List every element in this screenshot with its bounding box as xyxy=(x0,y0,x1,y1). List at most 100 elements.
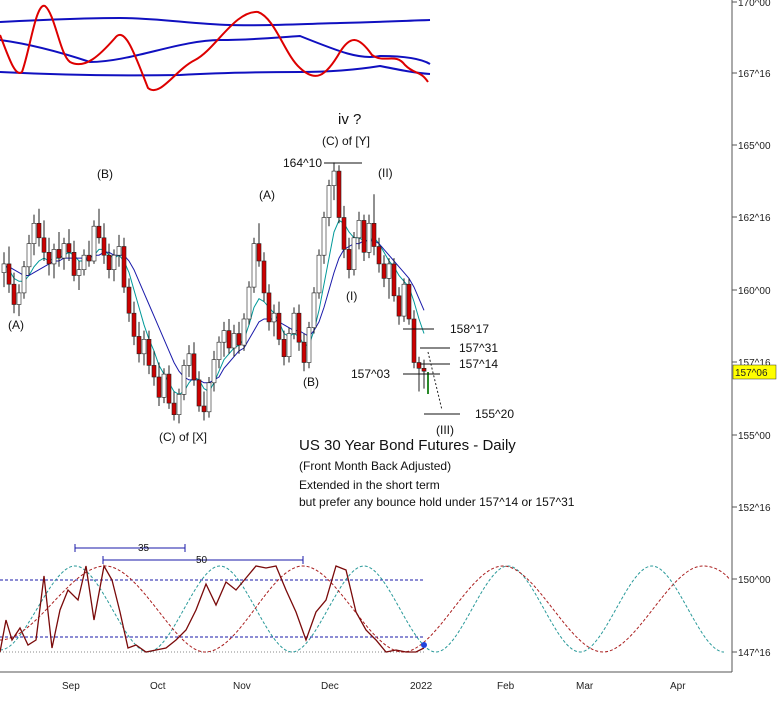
candle-body xyxy=(316,254,322,294)
candle-body xyxy=(391,263,397,297)
price-tick-label: 162^16 xyxy=(738,213,771,224)
price-level-markers: 164^10 158^17 157^31 157^14 157^03 155^2… xyxy=(283,156,514,421)
candle-body xyxy=(326,185,332,218)
candle-body xyxy=(156,376,162,398)
candle-body xyxy=(416,362,422,369)
candle-body xyxy=(231,333,237,349)
level-label: 155^20 xyxy=(475,407,514,421)
time-tick-label: Mar xyxy=(576,681,594,692)
candle-body xyxy=(396,295,402,317)
cycle-35-wave xyxy=(0,565,725,653)
time-tick-label: Feb xyxy=(497,681,515,692)
candle-body xyxy=(321,217,327,256)
candle-body xyxy=(86,254,92,262)
candle-body xyxy=(296,312,302,343)
candle-body xyxy=(311,292,317,328)
wave-label: (C) of [Y] xyxy=(322,134,370,148)
price-tick-label: 170^00 xyxy=(738,0,771,9)
candle-body xyxy=(361,220,367,253)
candle-body xyxy=(371,223,377,247)
cycle-current-marker xyxy=(421,642,427,648)
cycle-panel xyxy=(0,564,731,653)
candle-body xyxy=(336,170,342,218)
cycle-brackets: 35 50 xyxy=(74,543,304,566)
level-label: 157^14 xyxy=(459,357,498,371)
candle-body xyxy=(51,249,57,265)
candle-body xyxy=(351,237,357,271)
level-label: 157^03 xyxy=(351,367,390,381)
price-tick-label: 157^16 xyxy=(738,358,771,369)
upper-band xyxy=(0,16,431,27)
time-tick-label: Nov xyxy=(233,681,251,692)
wave-label: (II) xyxy=(378,166,393,180)
lower-band xyxy=(0,64,431,77)
wave-label: (B) xyxy=(303,375,319,389)
candle-body xyxy=(151,365,157,378)
candle-body xyxy=(136,336,142,355)
candle-body xyxy=(221,330,227,343)
candle-body xyxy=(196,379,202,407)
wave-label: iv ? xyxy=(338,111,361,128)
wave-label: (A) xyxy=(259,188,275,202)
cycle-oscillator xyxy=(0,564,425,653)
candle-body xyxy=(11,283,17,305)
candle-body xyxy=(236,333,242,346)
price-tick-label: 152^16 xyxy=(738,503,771,514)
candle-body xyxy=(56,249,62,259)
wave-label: (C) of [X] xyxy=(159,430,207,444)
candle-body xyxy=(61,243,67,259)
candle-body xyxy=(96,225,102,239)
chart-title: US 30 Year Bond Futures - Daily xyxy=(299,437,516,454)
candle-body xyxy=(186,353,192,366)
candle-body xyxy=(381,263,387,279)
candle-body xyxy=(376,246,382,265)
candle-body xyxy=(366,223,372,253)
candle-body xyxy=(246,286,252,320)
wave-label: (A) xyxy=(8,318,24,332)
candle-body xyxy=(46,252,52,265)
candle-body xyxy=(146,338,152,366)
price-tick-label: 160^00 xyxy=(738,286,771,297)
candle-body xyxy=(411,318,417,363)
candle-body xyxy=(6,263,12,285)
time-tick-label: Apr xyxy=(670,681,686,692)
candle-body xyxy=(216,341,222,360)
price-tick-label: 155^00 xyxy=(738,431,771,442)
price-axis-ticks: 170^00 167^16 165^00 162^16 160^00 157^1… xyxy=(732,0,771,659)
candle-body xyxy=(406,283,412,320)
candle-body xyxy=(206,382,212,413)
candle-body xyxy=(281,338,287,357)
oscillator-line xyxy=(0,4,429,91)
candle-body xyxy=(21,266,27,294)
current-price-label: 157^06 xyxy=(735,368,768,379)
candle-body xyxy=(161,373,167,398)
candle-body xyxy=(356,220,362,239)
candle-body xyxy=(36,223,42,239)
candle-body xyxy=(111,254,117,270)
cycle-label: 35 xyxy=(138,543,150,554)
time-tick-label: 2022 xyxy=(410,681,433,692)
candle-body xyxy=(271,312,277,323)
candle-body xyxy=(166,373,172,404)
candle-body xyxy=(421,367,427,372)
cycle-50-wave xyxy=(0,565,731,653)
candle-body xyxy=(181,365,187,395)
candle-body xyxy=(76,269,82,276)
candle-body xyxy=(256,243,262,262)
wave-labels: (A) (B) (C) of [X] (A) (B) (C) of [Y] iv… xyxy=(8,111,454,444)
candle-body xyxy=(171,402,177,416)
projection-line xyxy=(427,351,443,411)
level-label: 164^10 xyxy=(283,156,322,170)
candle-body xyxy=(251,243,257,288)
candle-body xyxy=(401,283,407,317)
candles xyxy=(1,162,427,424)
candle-body xyxy=(301,341,307,363)
candle-body xyxy=(201,405,207,413)
time-tick-label: Sep xyxy=(62,681,80,692)
candle-body xyxy=(71,252,77,276)
candle-body xyxy=(141,338,147,355)
candle-body xyxy=(121,246,127,288)
candle-body xyxy=(291,312,297,334)
time-tick-label: Dec xyxy=(321,681,339,692)
